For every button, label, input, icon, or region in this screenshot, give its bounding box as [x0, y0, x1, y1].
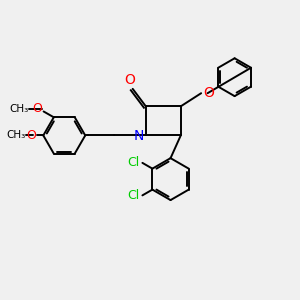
Text: O: O	[203, 86, 214, 100]
Text: O: O	[32, 102, 42, 115]
Text: Cl: Cl	[127, 189, 140, 202]
Text: CH₃: CH₃	[9, 103, 28, 113]
Text: CH₃: CH₃	[6, 130, 25, 140]
Text: O: O	[124, 73, 135, 86]
Text: N: N	[134, 129, 144, 143]
Text: O: O	[27, 129, 37, 142]
Text: Cl: Cl	[127, 156, 140, 170]
